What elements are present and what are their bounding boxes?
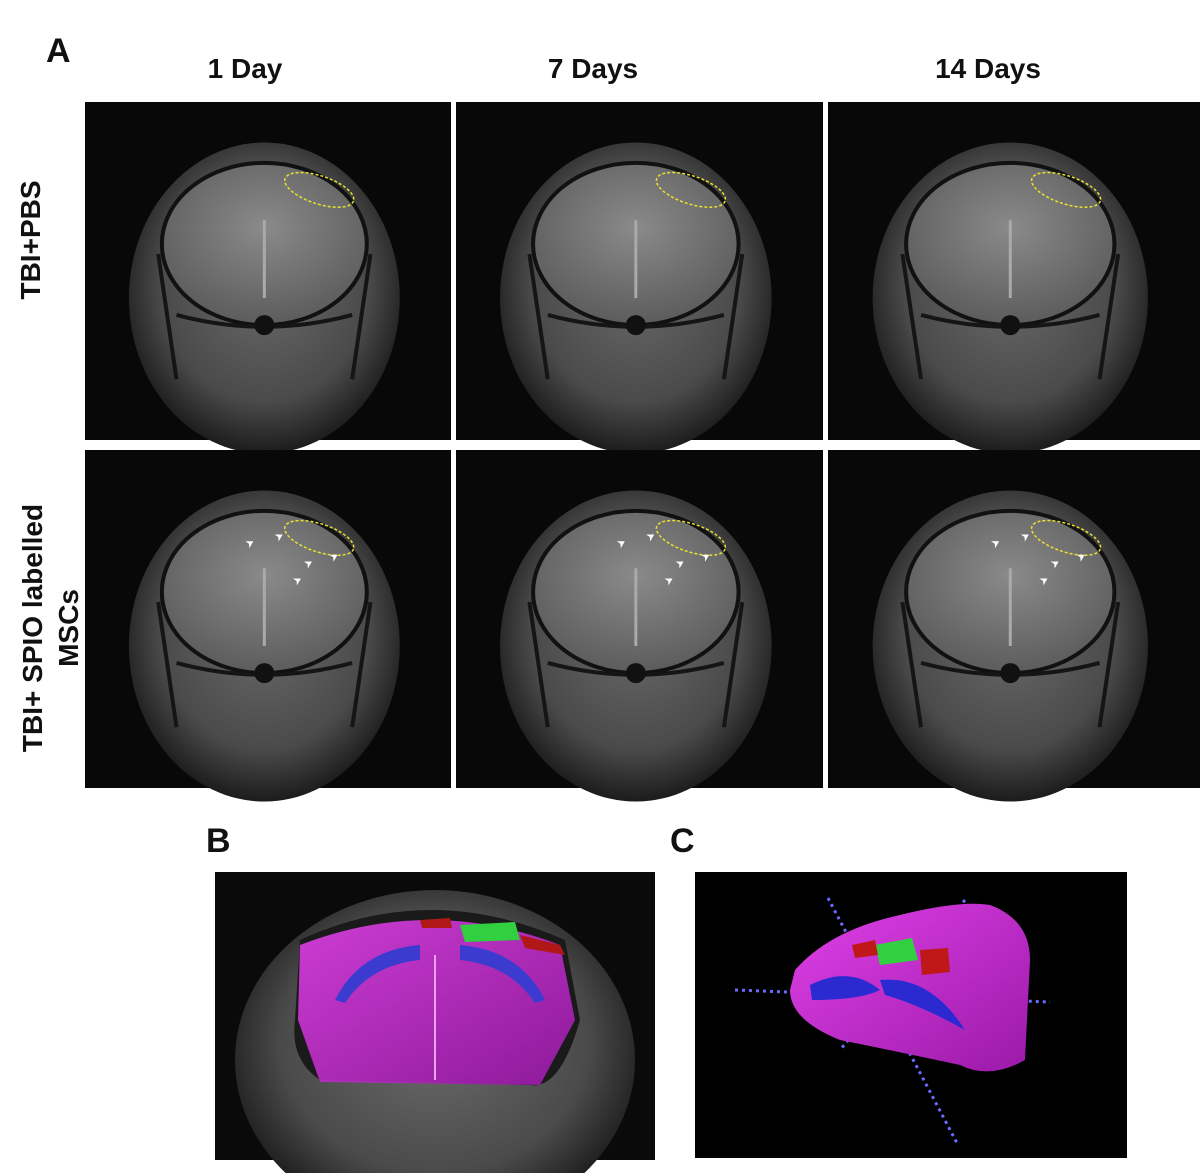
column-header: 14 Days (935, 53, 1041, 84)
arrow (675, 561, 684, 569)
mri-image (85, 102, 451, 454)
arrow (1076, 554, 1085, 562)
ventricle (1000, 315, 1021, 336)
arrow (1039, 578, 1048, 586)
segmentation-image (215, 872, 655, 1173)
ventricle (254, 663, 275, 684)
lesion-outline (1030, 171, 1102, 208)
mri-image (828, 102, 1200, 454)
3d-rendering (695, 872, 1127, 1158)
column-header: 7 Days (548, 53, 638, 84)
arrow (292, 578, 301, 586)
row-label: TBI+ SPIO labelled (17, 504, 48, 752)
mri-image (85, 450, 451, 802)
lesion-outline (655, 519, 727, 556)
arrow (1050, 561, 1059, 569)
row-label: MSCs (53, 589, 84, 667)
arrow (646, 534, 655, 542)
arrow (701, 554, 710, 562)
arrow (274, 534, 283, 542)
mri-image (456, 450, 823, 802)
lesion-outline (283, 171, 355, 208)
arrow (664, 578, 673, 586)
arrow (245, 541, 254, 549)
arrow (303, 561, 312, 569)
panel-label: C (670, 822, 695, 860)
lesion-outline (655, 171, 727, 208)
panel-label: B (206, 822, 231, 860)
arrow (991, 541, 1000, 549)
lesion-outline (1030, 519, 1102, 556)
ventricle (625, 663, 646, 684)
ventricle (625, 315, 646, 336)
arrow (329, 554, 338, 562)
lesion-outline (283, 519, 355, 556)
mri-image (828, 450, 1200, 802)
mri-image (456, 102, 823, 454)
panel-label: A (46, 32, 71, 70)
ventricle (254, 315, 275, 336)
arrow (616, 541, 625, 549)
row-label: TBI+PBS (15, 180, 46, 299)
ventricle (1000, 663, 1021, 684)
column-header: 1 Day (208, 53, 283, 84)
arrow (1020, 534, 1029, 542)
